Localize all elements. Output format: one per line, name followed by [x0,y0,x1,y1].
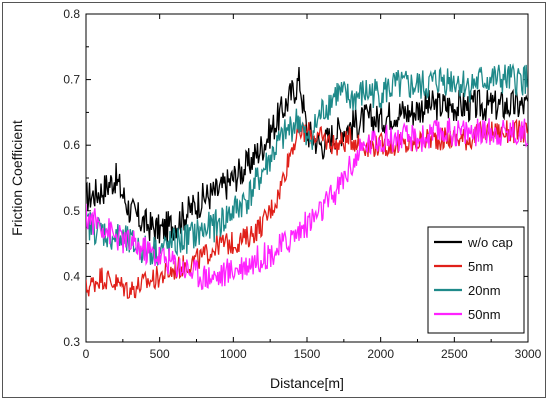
y-tick-label: 0.4 [63,269,80,283]
x-tick-label: 3000 [515,347,542,361]
legend-label: 50nm [468,307,501,322]
series-line-50nm [86,117,528,291]
legend-label: w/o cap [467,235,513,250]
series-layer [86,62,528,299]
legend-label: 20nm [468,283,501,298]
y-tick-label: 0.8 [63,7,80,21]
y-tick-label: 0.3 [63,335,80,349]
y-axis-title: Friction Coefficient [9,120,25,236]
y-tick-label: 0.5 [63,204,80,218]
x-tick-label: 1000 [220,347,247,361]
x-ticks: 0 500 1000 1500 2000 2500 3000 [83,14,542,361]
x-tick-label: 1500 [294,347,321,361]
legend-box [427,226,525,334]
x-tick-label: 500 [150,347,170,361]
y-tick-label: 0.7 [63,73,80,87]
x-tick-label: 2500 [441,347,468,361]
y-ticks: 0.3 0.4 0.5 0.6 0.7 0.8 [63,7,528,349]
x-axis-title: Distance[m] [270,375,344,391]
legend: w/o cap 5nm 20nm 50nm [427,226,525,334]
legend-label: 5nm [468,259,493,274]
x-tick-label: 0 [83,347,90,361]
x-tick-label: 2000 [367,347,394,361]
y-tick-label: 0.6 [63,138,80,152]
